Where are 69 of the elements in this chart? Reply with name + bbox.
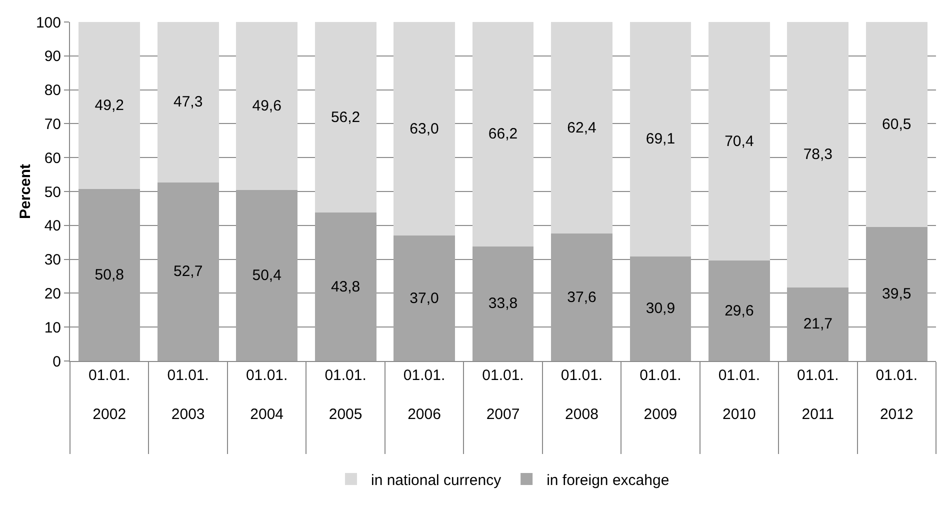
data-label: 37,0 — [410, 290, 439, 307]
data-label: 50,4 — [252, 267, 282, 284]
data-label: 60,5 — [882, 116, 912, 134]
bar — [551, 234, 612, 361]
data-label: 62,4 — [567, 119, 596, 136]
legend-label: in national currency — [371, 472, 502, 489]
category-label: 01.01. 2007 — [482, 367, 524, 423]
y-tick-label: 100 — [36, 14, 61, 32]
data-label: 29,6 — [724, 302, 754, 320]
y-tick-label: 70 — [44, 116, 61, 133]
data-label: 66,2 — [488, 126, 518, 143]
bar — [866, 22, 928, 228]
data-label: 52,7 — [173, 263, 203, 280]
legend-label: in foreign excahge — [546, 472, 670, 489]
data-label: 30,9 — [646, 300, 676, 318]
category-label: 01.01. 2006 — [403, 367, 446, 423]
y-tick-label: 30 — [44, 252, 61, 269]
y-tick-label: 60 — [44, 150, 61, 167]
bar — [551, 22, 612, 234]
y-tick-label: 80 — [44, 82, 61, 100]
bar — [314, 22, 376, 213]
category-label: 01.01. 2012 — [876, 367, 918, 423]
bar — [236, 190, 298, 361]
bar — [787, 22, 849, 288]
data-label: 47,3 — [173, 94, 203, 111]
bar — [708, 260, 770, 361]
category-label: 01.01. 2002 — [88, 367, 130, 423]
bar — [394, 22, 455, 236]
data-label: 49,6 — [252, 98, 282, 115]
bar — [78, 188, 140, 361]
data-label: 63,0 — [410, 120, 439, 138]
data-label: 70,4 — [724, 132, 754, 150]
data-label: 39,5 — [882, 286, 912, 303]
bar — [394, 236, 455, 361]
data-label: 49,2 — [94, 96, 124, 114]
category-label: 01.01. 2011 — [797, 367, 839, 423]
category-label: 01.01. 2008 — [560, 367, 603, 423]
data-label: 69,1 — [646, 130, 676, 148]
y-tick-label: 90 — [44, 48, 61, 66]
category-label: 01.01. 2010 — [718, 367, 760, 423]
data-label: 33,8 — [488, 295, 518, 312]
bar — [472, 22, 534, 246]
data-label: 21,7 — [803, 316, 833, 333]
bar — [314, 212, 376, 361]
bar — [630, 22, 692, 256]
y-tick-label: 40 — [44, 218, 61, 235]
category-label: 01.01. 2004 — [246, 367, 288, 423]
bar — [630, 256, 692, 361]
data-label: 43,8 — [330, 278, 360, 296]
y-tick-label: 10 — [44, 319, 61, 336]
category-label: 01.01. 2003 — [167, 367, 209, 423]
bar — [157, 22, 219, 182]
data-label: 78,3 — [803, 146, 833, 164]
bar — [787, 287, 849, 361]
bar — [472, 246, 534, 361]
y-axis-title: Percent — [17, 164, 34, 220]
data-label: 56,2 — [330, 108, 360, 126]
bar — [78, 22, 140, 189]
bar — [866, 227, 928, 361]
y-tick-label: 20 — [44, 285, 61, 302]
bar — [708, 22, 770, 261]
bar — [236, 22, 298, 190]
data-label: 37,6 — [567, 288, 596, 306]
category-label: 01.01. 2005 — [324, 367, 366, 423]
bar — [157, 182, 219, 361]
category-label: 01.01. 2009 — [640, 367, 682, 423]
data-label: 50,8 — [94, 266, 124, 284]
y-tick-label: 50 — [44, 184, 61, 201]
y-tick-label: 0 — [52, 353, 61, 370]
